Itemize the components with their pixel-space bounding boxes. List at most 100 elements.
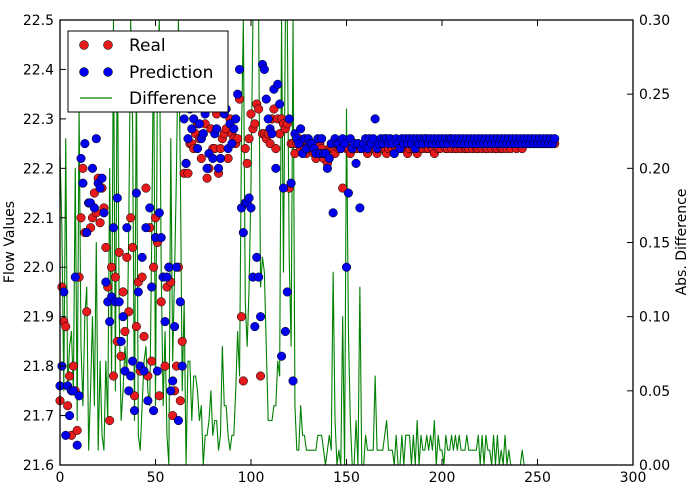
prediction-point <box>112 193 122 203</box>
legend: Real Prediction Difference <box>67 30 229 113</box>
prediction-point <box>168 376 178 386</box>
prediction-point <box>87 163 98 173</box>
legend-real-marker <box>79 40 89 50</box>
prediction-point <box>99 208 109 218</box>
difference-layer <box>59 19 555 466</box>
prediction-point <box>202 163 212 173</box>
prediction-point <box>271 163 281 173</box>
prediction-point <box>277 351 287 361</box>
prediction-point <box>227 139 237 149</box>
x-tick-label: 0 <box>56 470 65 485</box>
y2-tick-label: 0.05 <box>639 384 670 400</box>
prediction-point <box>234 64 245 74</box>
real-point <box>250 119 260 129</box>
prediction-point <box>145 203 155 213</box>
prediction-point <box>324 153 334 163</box>
x-tick-label: 200 <box>429 470 456 485</box>
real-point <box>137 272 147 282</box>
y2-tick-label: 0.15 <box>639 236 670 252</box>
prediction-point <box>181 158 191 168</box>
prediction-point <box>171 262 182 272</box>
prediction-point <box>114 297 124 307</box>
prediction-point <box>89 203 99 213</box>
real-point <box>82 307 92 317</box>
prediction-point <box>212 124 222 134</box>
y2-tick-label: 0.00 <box>639 458 670 474</box>
legend-difference-label: Difference <box>129 89 217 109</box>
real-point <box>223 153 233 163</box>
real-point <box>118 287 128 297</box>
prediction-point <box>177 361 187 371</box>
real-point <box>76 213 86 223</box>
prediction-point <box>263 114 273 124</box>
prediction-point <box>143 396 153 406</box>
real-point <box>147 356 157 366</box>
real-point <box>107 262 117 272</box>
x-tick-label: 300 <box>620 470 647 485</box>
legend-real-marker <box>103 40 113 50</box>
real-point <box>120 326 130 337</box>
real-point <box>65 371 75 381</box>
prediction-point <box>162 272 172 282</box>
prediction-point <box>78 178 88 188</box>
prediction-point <box>173 415 183 426</box>
real-point <box>149 262 159 272</box>
prediction-point <box>101 277 111 287</box>
y2-tick-label: 0.20 <box>639 161 670 177</box>
prediction-point <box>550 134 560 144</box>
prediction-point <box>252 252 262 262</box>
real-point <box>128 242 138 252</box>
ticks-layer: 0 50 100 150 200 250 300 21.6 21.7 21.8 21.9 22.0 22… <box>23 13 670 485</box>
prediction-point <box>254 272 264 282</box>
prediction-point <box>70 272 80 282</box>
prediction-point <box>275 99 285 109</box>
real-point <box>156 297 166 307</box>
legend-prediction-label: Prediction <box>129 63 213 83</box>
legend-real-label: Real <box>129 36 166 56</box>
prediction-point <box>105 317 115 327</box>
prediction-point <box>80 139 90 149</box>
prediction-point <box>233 89 243 99</box>
prediction-point <box>170 322 180 332</box>
difference-line <box>59 19 555 466</box>
real-point <box>105 415 115 426</box>
prediction-point <box>97 173 107 183</box>
prediction-point <box>213 163 224 173</box>
x-tick-label: 100 <box>238 470 265 485</box>
prediction-point <box>208 153 218 163</box>
real-point <box>139 331 149 341</box>
real-point <box>271 144 281 154</box>
prediction-points-layer <box>55 59 560 450</box>
prediction-point <box>192 144 203 154</box>
real-point <box>215 144 225 154</box>
prediction-point <box>183 134 193 144</box>
real-point <box>175 396 185 406</box>
x-tick-label: 150 <box>333 470 360 485</box>
legend-prediction-marker <box>79 67 89 77</box>
real-point <box>63 401 73 411</box>
real-point <box>61 322 71 332</box>
prediction-point <box>341 262 352 272</box>
y-tick-label: 22.3 <box>23 112 54 128</box>
real-point <box>68 361 78 371</box>
prediction-point <box>231 114 241 124</box>
prediction-point <box>238 228 248 238</box>
y-tick-label: 22.1 <box>23 211 54 227</box>
prediction-point <box>370 114 380 124</box>
y-tick-label: 21.7 <box>23 409 54 425</box>
prediction-point <box>267 129 277 139</box>
prediction-point <box>187 124 197 134</box>
prediction-point <box>244 193 254 203</box>
prediction-point <box>278 183 289 193</box>
prediction-point <box>59 287 69 297</box>
real-point <box>116 351 126 361</box>
prediction-point <box>128 356 138 366</box>
y-tick-label: 21.8 <box>23 359 54 375</box>
prediction-point <box>250 322 260 332</box>
prediction-point <box>147 282 157 292</box>
y-tick-label: 22.5 <box>23 13 54 29</box>
real-point <box>256 371 266 381</box>
prediction-point <box>273 79 283 89</box>
prediction-point <box>95 183 105 193</box>
